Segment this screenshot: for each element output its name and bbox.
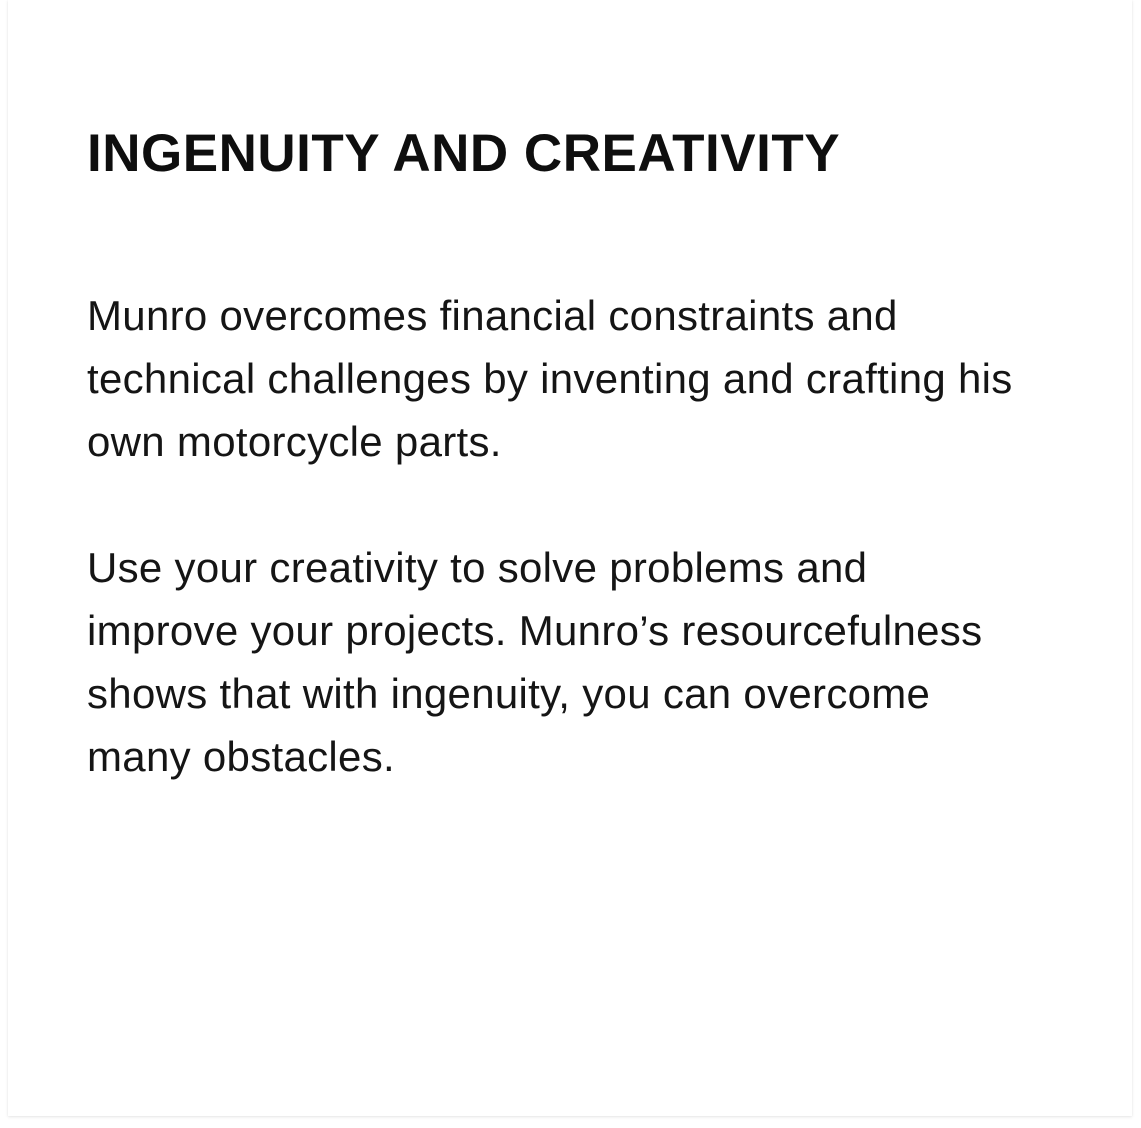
card-heading: INGENUITY AND CREATIVITY: [87, 124, 841, 183]
content-card: INGENUITY AND CREATIVITY Munro overcomes…: [8, 0, 1132, 1116]
card-paragraph-2: Use your creativity to solve problems an…: [87, 544, 983, 780]
card-content: INGENUITY AND CREATIVITY Munro overcomes…: [87, 118, 1027, 788]
card-paragraph-1: Munro overcomes financial constraints an…: [87, 292, 1013, 465]
